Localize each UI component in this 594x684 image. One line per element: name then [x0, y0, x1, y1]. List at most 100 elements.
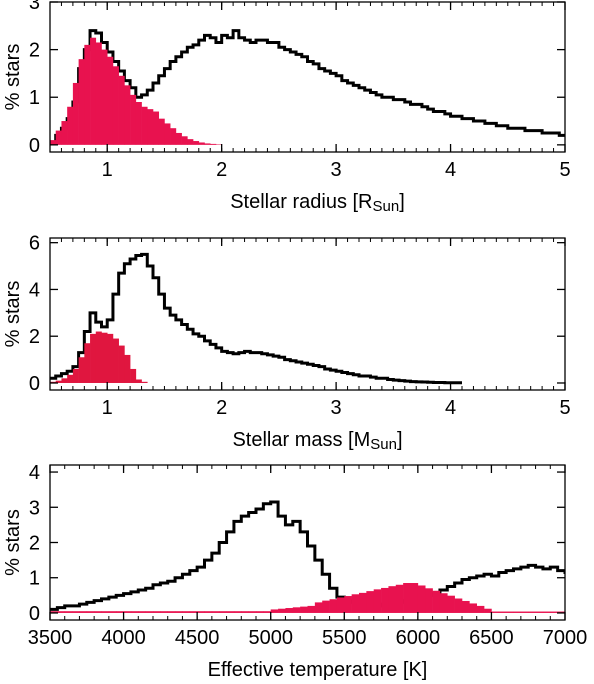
- histogram-bar: [432, 590, 441, 613]
- x-axis-title-main: Stellar mass [M: [232, 429, 370, 451]
- histogram-bar: [160, 611, 169, 613]
- histogram-bar: [124, 354, 131, 383]
- histogram-bar: [95, 42, 102, 145]
- histogram-bar: [300, 606, 308, 613]
- histogram-bar: [72, 82, 79, 145]
- histogram-bar: [336, 597, 345, 613]
- histogram-bar: [314, 602, 323, 613]
- histogram-outline: [50, 252, 462, 385]
- histogram-bar: [542, 611, 551, 613]
- histogram-bar: [189, 611, 198, 613]
- y-tick-label: 0: [29, 603, 40, 625]
- x-tick-label: 1: [102, 397, 113, 419]
- histogram-bar: [147, 109, 154, 145]
- histogram-bar: [187, 139, 194, 145]
- y-tick-label: 2: [29, 326, 40, 348]
- histogram-bar: [72, 611, 80, 613]
- histogram-bar: [57, 611, 66, 613]
- x-tick-label: 6000: [396, 627, 441, 649]
- x-axis-title-main: Effective temperature [K]: [208, 659, 428, 681]
- histogram-bar: [72, 368, 79, 383]
- histogram-bar: [528, 611, 536, 613]
- histogram-bar: [210, 143, 217, 145]
- histogram-bar: [50, 611, 58, 613]
- histogram-bar: [84, 44, 91, 145]
- x-axis-title: Stellar radius [RSun]: [230, 191, 405, 215]
- histogram-bar: [90, 37, 97, 145]
- histogram-bar: [158, 118, 165, 145]
- histogram-bar: [425, 588, 433, 613]
- histogram-bar: [506, 611, 514, 613]
- histogram-bar: [130, 94, 137, 145]
- plot-area: [50, 500, 565, 613]
- histogram-bar: [55, 130, 62, 145]
- plot-frame: [49, 1, 566, 153]
- x-tick-label: 5000: [248, 627, 293, 649]
- histogram-bar: [233, 611, 242, 613]
- histogram-bar: [410, 583, 419, 613]
- histogram-bar: [513, 611, 522, 613]
- histogram-bar: [344, 596, 352, 613]
- histogram-bar: [153, 611, 161, 613]
- histogram-bar: [278, 608, 286, 613]
- histogram-bar: [164, 123, 171, 145]
- histogram-bar: [95, 331, 102, 383]
- y-axis-title: % stars: [2, 281, 24, 348]
- histogram-bar: [181, 136, 188, 145]
- histogram-bar: [198, 142, 205, 145]
- histogram-bar: [197, 611, 205, 613]
- histogram-bar: [123, 611, 132, 613]
- histogram-bar: [130, 611, 139, 613]
- histogram-bar: [248, 611, 257, 613]
- histogram-bar: [112, 66, 119, 145]
- histogram-bar: [454, 598, 463, 613]
- histogram-bar: [138, 611, 146, 613]
- histogram-bar: [108, 611, 117, 613]
- y-axis-title: % stars: [2, 44, 24, 111]
- histogram-bar: [78, 59, 85, 145]
- histogram-bar: [417, 585, 426, 613]
- histogram-bar: [395, 584, 404, 613]
- panel-effective-temperature: 3500 4000 4500 5000 5500 6000 6500 7000 0 1 2 3 4 % s…: [2, 462, 587, 681]
- y-tick-label: 0: [29, 373, 40, 395]
- histogram-bar: [64, 611, 73, 613]
- histogram-bar: [135, 379, 142, 383]
- x-axis-title-close: ]: [397, 429, 403, 451]
- histogram-bar: [322, 600, 330, 613]
- x-tick-label: 4000: [101, 627, 146, 649]
- y-tick-label: 2: [29, 533, 40, 555]
- y-tick-label: 3: [29, 0, 40, 14]
- histogram-bar: [469, 603, 478, 613]
- histogram-bar: [170, 128, 177, 145]
- histogram-bar: [175, 132, 182, 145]
- plot-area: [50, 252, 462, 385]
- histogram-bar: [79, 611, 88, 613]
- histogram-bar: [55, 380, 62, 383]
- x-tick-label: 2: [216, 159, 227, 181]
- histogram-bar: [107, 56, 114, 145]
- histogram-bar: [256, 611, 264, 613]
- histogram-bar: [263, 611, 272, 613]
- x-axis-title-main: Stellar radius [R: [230, 191, 372, 213]
- y-tick-label: 1: [29, 87, 40, 109]
- histogram-bar: [270, 609, 279, 613]
- plot-area: [50, 29, 565, 145]
- histogram-bar: [182, 611, 191, 613]
- y-axis-title: % stars: [2, 509, 24, 576]
- x-tick-label: 1: [102, 159, 113, 181]
- histogram-bar: [101, 49, 108, 145]
- histogram-outline: [50, 29, 565, 144]
- panel-stellar-mass: 1 2 3 4 5 0 2 4 6 % stars Stellar mass [MSun]: [2, 233, 571, 453]
- histogram-bar: [130, 368, 137, 383]
- x-tick-label: 3: [331, 397, 342, 419]
- x-axis-title: Stellar mass [MSun]: [232, 429, 402, 453]
- y-tick-label: 4: [29, 279, 40, 301]
- histogram-bar: [116, 611, 124, 613]
- histogram-bar: [94, 611, 102, 613]
- histogram-bar: [381, 587, 389, 613]
- histogram-bar: [107, 333, 114, 383]
- histogram-bar: [167, 611, 176, 613]
- histogram-bar: [359, 592, 367, 613]
- histogram-bar: [175, 611, 183, 613]
- histogram-bar: [447, 595, 455, 613]
